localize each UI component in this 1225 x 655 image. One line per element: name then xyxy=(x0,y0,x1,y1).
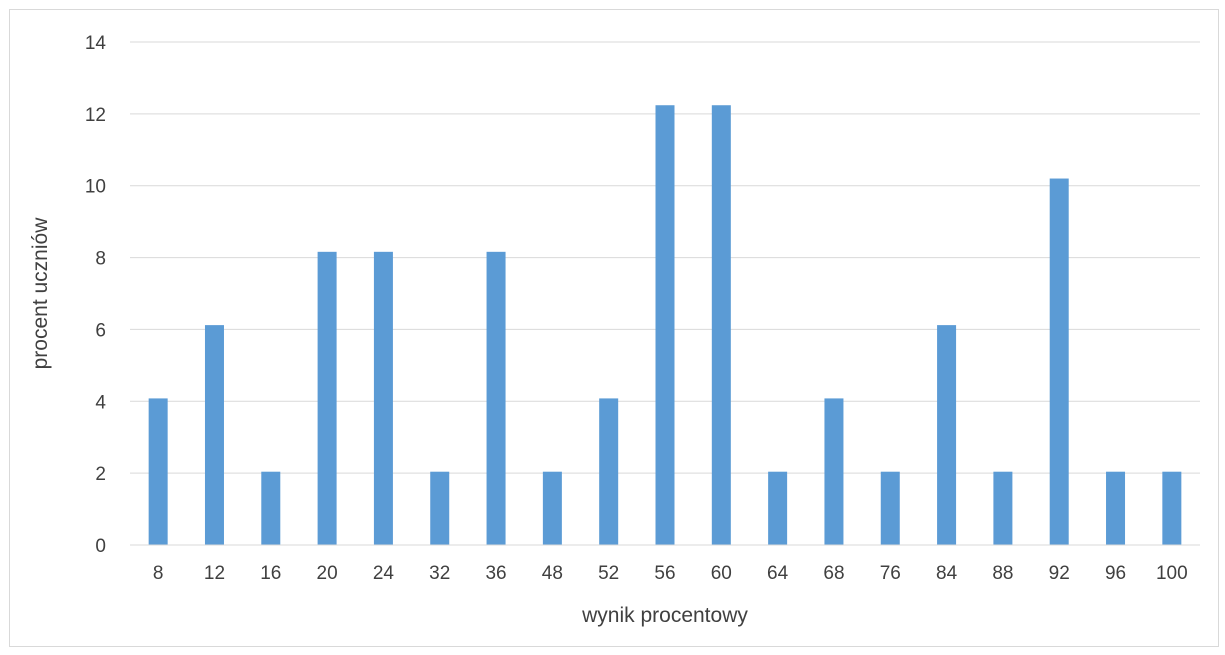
x-tick-label: 52 xyxy=(598,563,619,584)
x-tick-label: 96 xyxy=(1105,563,1126,584)
bar-32 xyxy=(430,471,450,545)
bar-60 xyxy=(711,105,731,545)
bars xyxy=(148,105,1182,545)
bar-64 xyxy=(768,471,788,545)
bar-24 xyxy=(373,251,393,545)
bar-8 xyxy=(148,398,168,545)
x-tick-label: 24 xyxy=(373,563,395,584)
bar-16 xyxy=(261,471,281,545)
y-tick-label: 8 xyxy=(95,249,106,270)
x-tick-label: 32 xyxy=(429,563,450,584)
bar-76 xyxy=(880,471,900,545)
x-axis-title: wynik procentowy xyxy=(581,604,748,627)
y-tick-label: 14 xyxy=(85,33,107,54)
y-axis-title: procent uczniów xyxy=(29,217,52,370)
x-tick-label: 36 xyxy=(485,563,506,584)
y-tick-label: 10 xyxy=(85,177,106,198)
y-axis-tick-labels: 0 2 4 6 8 10 12 14 xyxy=(85,33,107,557)
x-tick-label: 8 xyxy=(153,563,164,584)
bar-84 xyxy=(937,325,957,545)
y-tick-label: 6 xyxy=(95,320,106,341)
x-tick-label: 68 xyxy=(823,563,844,584)
bar-92 xyxy=(1049,178,1069,545)
x-tick-label: 76 xyxy=(880,563,901,584)
x-tick-label: 16 xyxy=(260,563,281,584)
y-tick-label: 12 xyxy=(85,105,106,126)
bar-48 xyxy=(542,471,562,545)
bar-52 xyxy=(599,398,619,545)
bar-88 xyxy=(993,471,1013,545)
x-tick-label: 56 xyxy=(654,563,675,584)
y-tick-label: 4 xyxy=(95,392,106,413)
x-tick-label: 92 xyxy=(1049,563,1070,584)
y-tick-label: 0 xyxy=(95,536,106,557)
bar-12 xyxy=(204,325,224,545)
x-tick-label: 100 xyxy=(1156,563,1188,584)
x-tick-label: 20 xyxy=(317,563,338,584)
x-tick-label: 60 xyxy=(711,563,732,584)
x-axis-tick-labels: 8 12 16 20 24 32 36 48 52 56 60 64 68 76 84 88 92 96 100 xyxy=(153,563,1188,584)
bar-56 xyxy=(655,105,675,545)
bar-20 xyxy=(317,251,337,545)
bar-68 xyxy=(824,398,844,545)
x-tick-label: 12 xyxy=(204,563,225,584)
x-tick-label: 88 xyxy=(992,563,1013,584)
x-tick-label: 84 xyxy=(936,563,958,584)
x-tick-label: 64 xyxy=(767,563,789,584)
y-tick-label: 2 xyxy=(95,464,106,485)
x-tick-label: 48 xyxy=(542,563,563,584)
bar-36 xyxy=(486,251,506,545)
bar-100 xyxy=(1162,471,1182,545)
bar-96 xyxy=(1106,471,1126,545)
